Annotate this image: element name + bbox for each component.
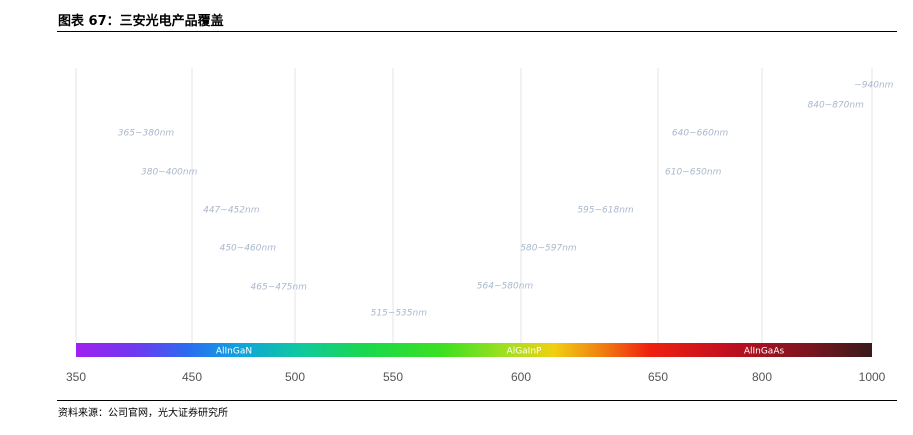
range-label: 640~660nm: [672, 129, 729, 139]
range-label: 564~580nm: [477, 282, 534, 292]
range-label: ~940nm: [854, 81, 893, 91]
range-label: 450~460nm: [220, 244, 277, 254]
grid: [75, 68, 873, 343]
footer-rule: [57, 400, 897, 401]
x-tick-label: 450: [182, 370, 202, 384]
x-tick-label: 1000: [859, 370, 886, 384]
range-label: 840~870nm: [808, 101, 865, 111]
range-label: 465~475nm: [251, 283, 308, 293]
range-bars: 365~380nm 380~400nm 447~452nm 450~460nm 465~…: [91, 81, 894, 319]
spectrum-band: [76, 343, 872, 357]
spectrum-chart: AlInGaN AlGaInP AlInGaAs 365~380nm 380~400n…: [66, 68, 894, 384]
range-label: 595~618nm: [577, 206, 634, 216]
x-tick-label: 350: [66, 370, 86, 384]
range-label: 580~597nm: [520, 244, 577, 254]
range-label: 380~400nm: [141, 168, 198, 178]
spectrum-label: AlInGaN: [216, 347, 252, 357]
x-tick-label: 600: [511, 370, 531, 384]
x-tick-label: 650: [648, 370, 668, 384]
range-label: 610~650nm: [665, 168, 722, 178]
title-rule: [57, 31, 897, 32]
chart-title: 图表 67：三安光电产品覆盖: [58, 14, 224, 29]
range-label: 447~452nm: [203, 206, 260, 216]
x-tick-label: 550: [383, 370, 403, 384]
x-axis-ticks: 350 450 500 550 600 650 800 1000: [66, 370, 886, 384]
spectrum-labels: AlInGaN AlGaInP AlInGaAs: [216, 347, 785, 357]
range-label: 365~380nm: [118, 129, 175, 139]
source-note: 资料来源：公司官网，光大证券研究所: [58, 408, 228, 419]
spectrum-label: AlGaInP: [507, 347, 543, 357]
x-tick-label: 800: [752, 370, 772, 384]
x-tick-label: 500: [285, 370, 305, 384]
spectrum-label: AlInGaAs: [744, 347, 785, 357]
range-label: 515~535nm: [371, 309, 428, 319]
